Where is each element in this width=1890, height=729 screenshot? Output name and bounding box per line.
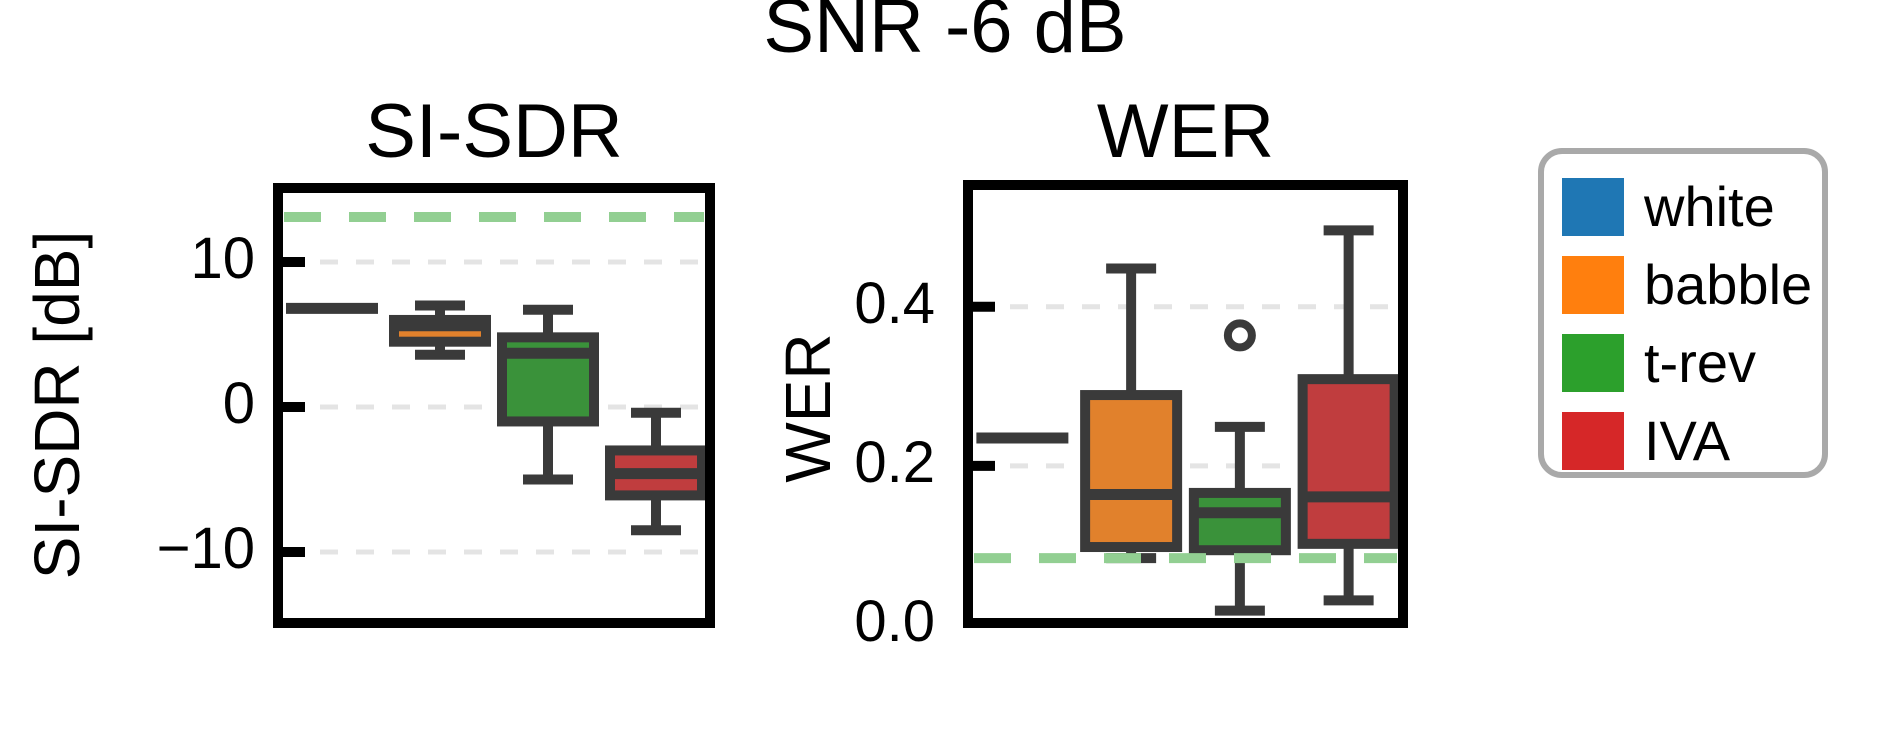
box-t-rev (1188, 487, 1291, 556)
subplot-si-sdr (273, 183, 715, 628)
box-group-IVA (1297, 225, 1400, 606)
box-group-babble (389, 300, 491, 360)
tick-label-wer-0.4: 0.4 (854, 270, 935, 336)
box-group-t-rev (497, 304, 599, 485)
box-group-babble (1080, 263, 1183, 564)
legend-item-IVA: IVA (1562, 402, 1822, 480)
tick-label-si-sdr-10: 10 (190, 225, 255, 291)
outlier-point (1223, 319, 1256, 352)
legend-box: white babble t-rev IVA (1538, 148, 1828, 478)
tick-label-wer-0.0: 0.0 (854, 589, 935, 654)
box-group-IVA (605, 407, 707, 536)
subplot-wer (963, 180, 1408, 628)
subplot-title-wer: WER (1096, 89, 1275, 174)
tick-label-wer-0.2: 0.2 (854, 429, 935, 495)
subplot-title-si-sdr: SI-SDR (365, 89, 623, 174)
legend-items: white babble t-rev IVA (1562, 168, 1822, 480)
tick-label-si-sdr-0: 0 (222, 370, 255, 436)
white-swatch-icon (1562, 178, 1624, 236)
axis-frame (273, 183, 715, 628)
figure-title: SNR -6 dB (763, 0, 1127, 69)
babble-swatch-icon (1562, 256, 1624, 314)
box-group-t-rev (1188, 319, 1291, 616)
legend-item-label: babble (1644, 253, 1813, 316)
legend-item-t-rev: t-rev (1562, 324, 1822, 402)
axis-frame (963, 180, 1408, 628)
box-IVA (1297, 374, 1400, 549)
t-rev-swatch-icon (1562, 334, 1624, 392)
tick-label-si-sdr-−10: −10 (156, 515, 255, 581)
IVA-swatch-icon (1562, 412, 1624, 470)
legend-item-label: t-rev (1644, 331, 1756, 394)
legend-item-label: white (1644, 175, 1775, 238)
legend-item-white: white (1562, 168, 1822, 246)
legend-item-babble: babble (1562, 246, 1822, 324)
legend-item-label: IVA (1644, 409, 1731, 472)
box-babble (1080, 390, 1183, 553)
